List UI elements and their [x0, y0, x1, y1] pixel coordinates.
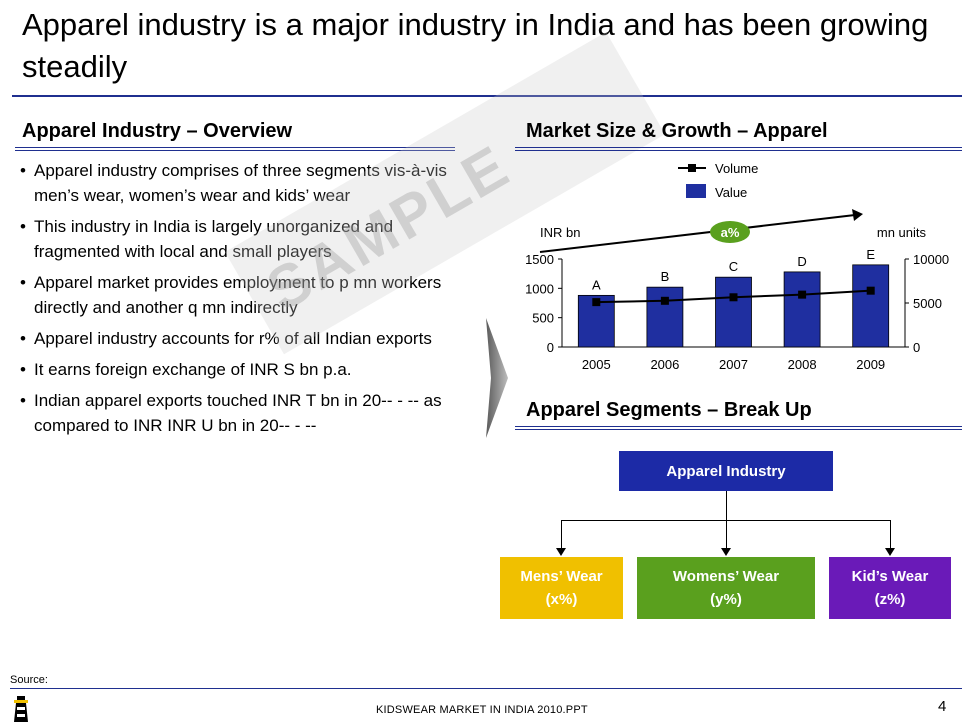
volume-marker: [592, 298, 601, 307]
arrow-down-icon: [885, 548, 895, 556]
market-heading: Market Size & Growth – Apparel: [526, 120, 828, 142]
volume-marker: [660, 296, 669, 305]
volume-marker: [798, 290, 807, 299]
apparel-industry-label: Apparel Industry: [666, 462, 786, 480]
growth-badge: [710, 221, 750, 243]
market-chart: 0 500 1000 1500 0 5000 10000 INR bn mn units A 200…: [525, 161, 949, 372]
x-tick-label: 2006: [650, 357, 679, 372]
source-label: Source:: [10, 674, 48, 686]
overview-heading: Apparel Industry – Overview: [22, 120, 293, 142]
arrow-down-icon: [721, 548, 731, 556]
x-tick-label: 2008: [788, 357, 817, 372]
bullet-item: Indian apparel exports touched INR T bn …: [20, 388, 450, 438]
y2-tick-label: 10000: [913, 252, 949, 267]
y2-tick-label: 0: [913, 340, 920, 355]
bar: [646, 286, 684, 348]
arrow-down-icon: [556, 548, 566, 556]
legend-volume-marker: [688, 164, 696, 172]
mens-wear-label: Mens’ Wear: [520, 568, 603, 585]
connector-line: [726, 491, 727, 520]
lighthouse-logo-icon: [14, 696, 28, 722]
x-tick-label: 2009: [856, 357, 885, 372]
growth-arrow: [539, 214, 856, 253]
title-divider: [12, 95, 962, 97]
womens-wear-share: (y%): [710, 591, 742, 608]
bar-label: A: [592, 277, 601, 292]
connector-line: [561, 520, 562, 548]
overview-divider: [15, 147, 455, 151]
bar-label: B: [661, 269, 670, 284]
arrow-head-icon: [852, 209, 863, 221]
bullet-item: This industry in India is largely unorga…: [20, 214, 450, 264]
y2-tick-label: 5000: [913, 296, 942, 311]
bar-label: E: [866, 247, 875, 262]
legend-value-label: Value: [715, 185, 747, 200]
segments-heading: Apparel Segments – Break Up: [526, 399, 812, 421]
y2-axis-label: mn units: [877, 225, 927, 240]
womens-wear-label: Womens’ Wear: [672, 568, 780, 585]
legend-value-swatch: [686, 184, 706, 198]
volume-marker: [866, 286, 875, 295]
market-divider: [515, 147, 962, 151]
y-tick-label: 1500: [525, 252, 554, 267]
kids-wear-label: Kid’s Wear: [851, 568, 929, 585]
bar: [715, 276, 752, 348]
chevron-right-icon: [486, 318, 508, 438]
volume-marker: [729, 293, 738, 302]
footer-divider: [10, 688, 962, 689]
kids-wear-box: Kid’s Wear (z%): [829, 557, 951, 619]
apparel-industry-box: Apparel Industry: [619, 451, 833, 491]
y-axis-label: INR bn: [540, 225, 580, 240]
kids-wear-share: (z%): [874, 591, 906, 608]
womens-wear-box: Womens’ Wear (y%): [637, 557, 815, 619]
bullet-item: Apparel industry accounts for r% of all …: [20, 326, 450, 351]
bar: [852, 264, 890, 348]
x-tick-label: 2005: [582, 357, 611, 372]
connector-line: [890, 520, 891, 548]
bar-label: C: [729, 259, 738, 274]
bullet-item: It earns foreign exchange of INR S bn p.…: [20, 357, 450, 382]
segments-divider: [515, 426, 962, 430]
mens-wear-share: (x%): [545, 591, 578, 608]
y-tick-label: 1000: [525, 281, 554, 296]
bullet-item: Apparel industry comprises of three segm…: [20, 158, 450, 208]
page-number: 4: [938, 698, 947, 715]
y-tick-label: 0: [547, 340, 554, 355]
bullet-item: Apparel market provides employment to p …: [20, 270, 450, 320]
bar-label: D: [797, 254, 806, 269]
growth-label: a%: [721, 225, 740, 240]
mens-wear-box: Mens’ Wear (x%): [500, 557, 623, 619]
x-tick-label: 2007: [719, 357, 748, 372]
y-tick-label: 500: [532, 311, 554, 326]
legend-volume-label: Volume: [715, 161, 758, 176]
footer-filename: KIDSWEAR MARKET IN INDIA 2010.PPT: [376, 704, 588, 716]
connector-line: [726, 520, 727, 548]
slide-title: Apparel industry is a major industry in …: [22, 7, 929, 84]
overview-bullet-list: Apparel industry comprises of three segm…: [20, 158, 450, 444]
bar: [783, 271, 821, 348]
